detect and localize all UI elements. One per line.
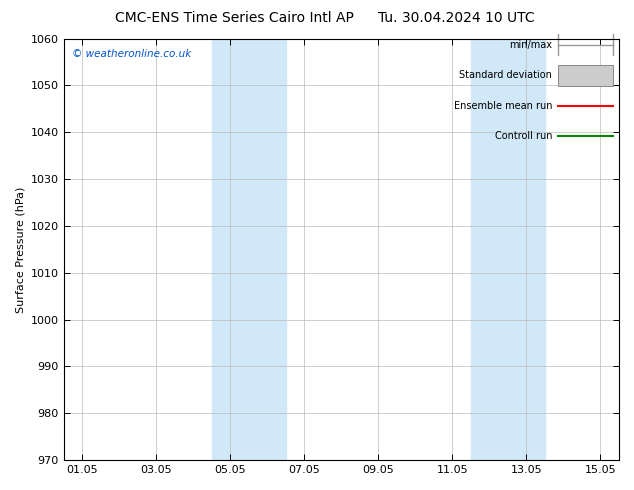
Bar	[558, 65, 614, 86]
Text: Tu. 30.04.2024 10 UTC: Tu. 30.04.2024 10 UTC	[378, 11, 535, 25]
Text: Standard deviation: Standard deviation	[460, 70, 552, 80]
Text: CMC-ENS Time Series Cairo Intl AP: CMC-ENS Time Series Cairo Intl AP	[115, 11, 354, 25]
Text: min/max: min/max	[509, 40, 552, 50]
Text: © weatheronline.co.uk: © weatheronline.co.uk	[72, 49, 191, 59]
Text: Controll run: Controll run	[495, 131, 552, 141]
Bar	[471, 39, 545, 460]
Text: Ensemble mean run: Ensemble mean run	[454, 100, 552, 111]
Y-axis label: Surface Pressure (hPa): Surface Pressure (hPa)	[15, 186, 25, 313]
Bar	[212, 39, 286, 460]
